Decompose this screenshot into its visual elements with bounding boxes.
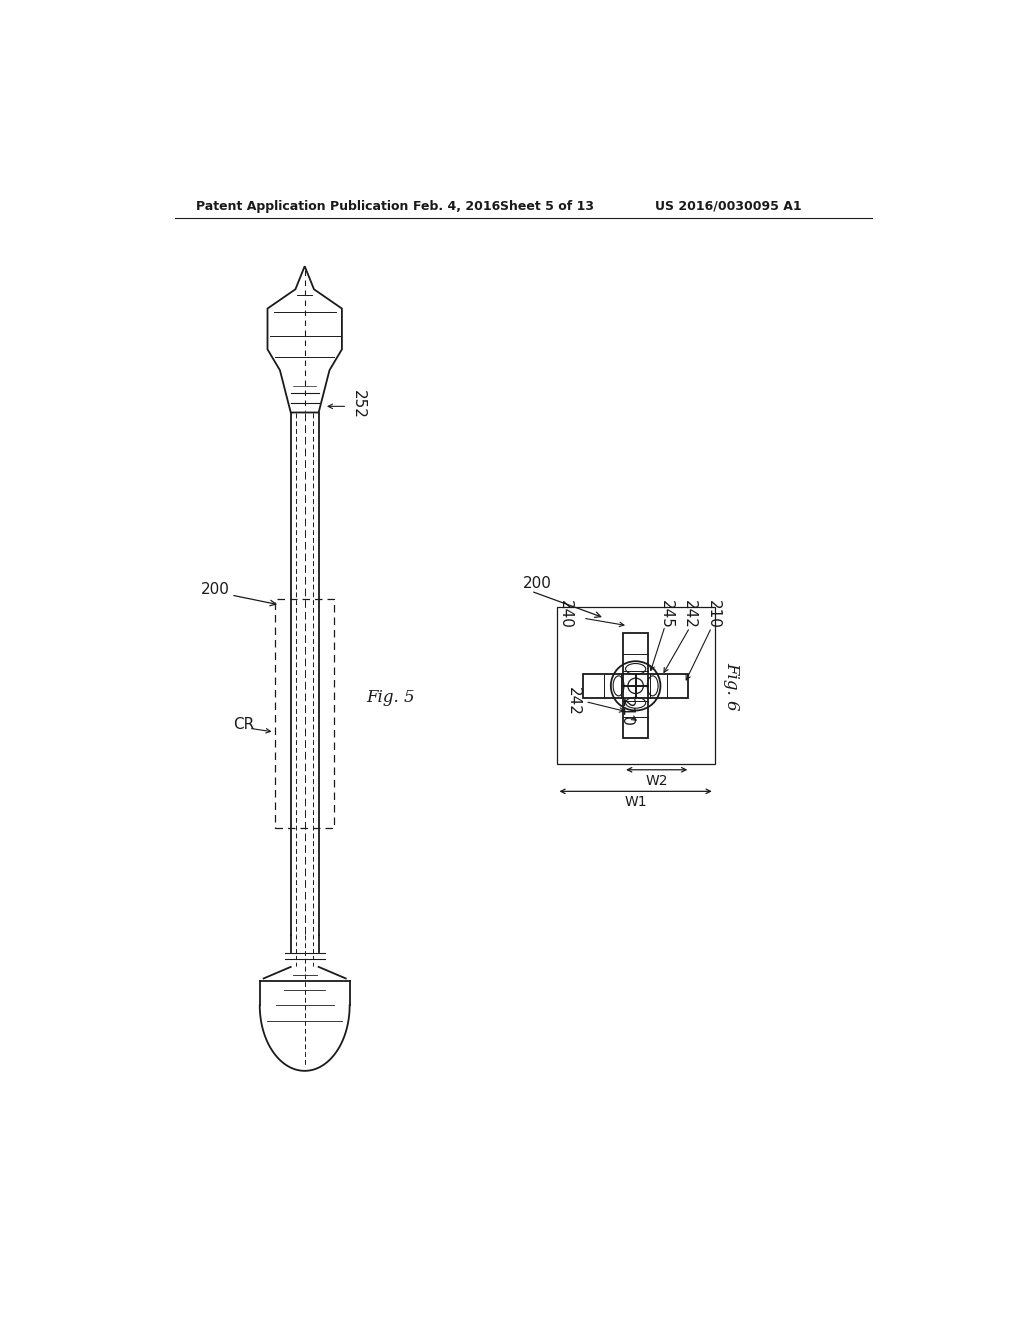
Text: 242: 242 bbox=[682, 599, 697, 628]
Text: 242: 242 bbox=[566, 688, 582, 715]
Text: 200: 200 bbox=[201, 582, 230, 597]
Text: 210: 210 bbox=[706, 599, 721, 628]
Text: CR: CR bbox=[233, 717, 255, 731]
Bar bbox=[583, 673, 636, 698]
Bar bbox=[557, 607, 715, 764]
Text: US 2016/0030095 A1: US 2016/0030095 A1 bbox=[655, 199, 802, 213]
Text: Fig. 6: Fig. 6 bbox=[723, 661, 740, 710]
Bar bbox=[275, 599, 334, 829]
Bar bbox=[636, 673, 688, 698]
Text: W2: W2 bbox=[645, 774, 668, 788]
Bar bbox=[624, 686, 648, 738]
Text: W1: W1 bbox=[625, 795, 647, 809]
Text: 200: 200 bbox=[523, 576, 552, 591]
Text: 245: 245 bbox=[659, 599, 674, 628]
Bar bbox=[624, 634, 648, 686]
Text: Fig. 5: Fig. 5 bbox=[367, 689, 416, 706]
Text: 240: 240 bbox=[558, 599, 573, 628]
Text: Patent Application Publication: Patent Application Publication bbox=[197, 199, 409, 213]
Text: 252: 252 bbox=[351, 391, 367, 420]
Text: Sheet 5 of 13: Sheet 5 of 13 bbox=[500, 199, 594, 213]
Text: 210: 210 bbox=[618, 697, 634, 726]
Text: Feb. 4, 2016: Feb. 4, 2016 bbox=[414, 199, 501, 213]
